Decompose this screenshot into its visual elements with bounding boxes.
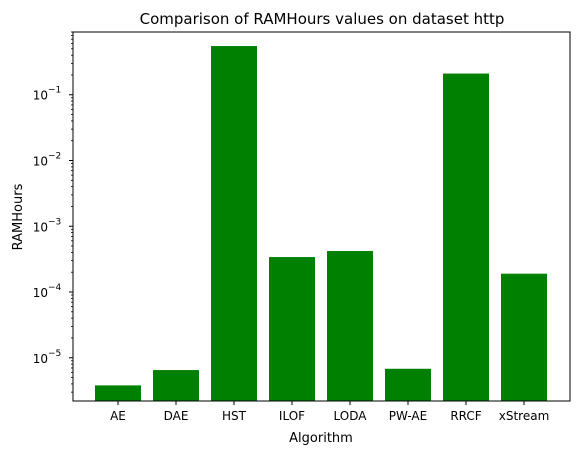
bar-ae xyxy=(95,385,141,401)
bar-dae xyxy=(153,370,199,401)
bar-hst xyxy=(211,46,257,401)
y-tick-label: 10 xyxy=(33,154,48,168)
y-tick-exponent: −3 xyxy=(48,217,61,227)
bar-rrcf xyxy=(443,73,489,401)
y-axis-ticks: 10−510−410−310−210−1 xyxy=(33,31,73,393)
x-tick-label: RRCF xyxy=(450,409,481,423)
y-tick-label: 10 xyxy=(33,89,48,103)
bar-loda xyxy=(327,251,373,401)
chart-title: Comparison of RAMHours values on dataset… xyxy=(140,10,505,28)
y-tick-exponent: −5 xyxy=(48,349,61,359)
x-tick-label: HST xyxy=(222,409,247,423)
y-axis-label: RAMHours xyxy=(11,183,26,250)
x-axis-label: Algorithm xyxy=(289,431,353,446)
y-tick-label: 10 xyxy=(33,220,48,234)
y-tick-exponent: −1 xyxy=(48,86,61,96)
x-tick-label: xStream xyxy=(499,409,550,423)
x-tick-label: PW-AE xyxy=(389,409,427,423)
x-tick-label: ILOF xyxy=(279,409,305,423)
y-tick-label: 10 xyxy=(33,286,48,300)
x-tick-label: AE xyxy=(110,409,126,423)
y-tick-label: 10 xyxy=(33,352,48,366)
bar-xstream xyxy=(501,273,547,401)
bar-ilof xyxy=(269,257,315,401)
plot-frame xyxy=(72,31,571,402)
x-tick-label: DAE xyxy=(164,409,189,423)
y-tick-exponent: −2 xyxy=(48,151,61,161)
x-tick-label: LODA xyxy=(334,409,368,423)
bars-group xyxy=(95,46,547,401)
x-axis-ticks: AE DAE HST ILOF LODA PW-AE RRCF xStream xyxy=(110,401,549,423)
y-tick-exponent: −4 xyxy=(48,283,62,293)
bar-pw-ae xyxy=(385,368,431,401)
